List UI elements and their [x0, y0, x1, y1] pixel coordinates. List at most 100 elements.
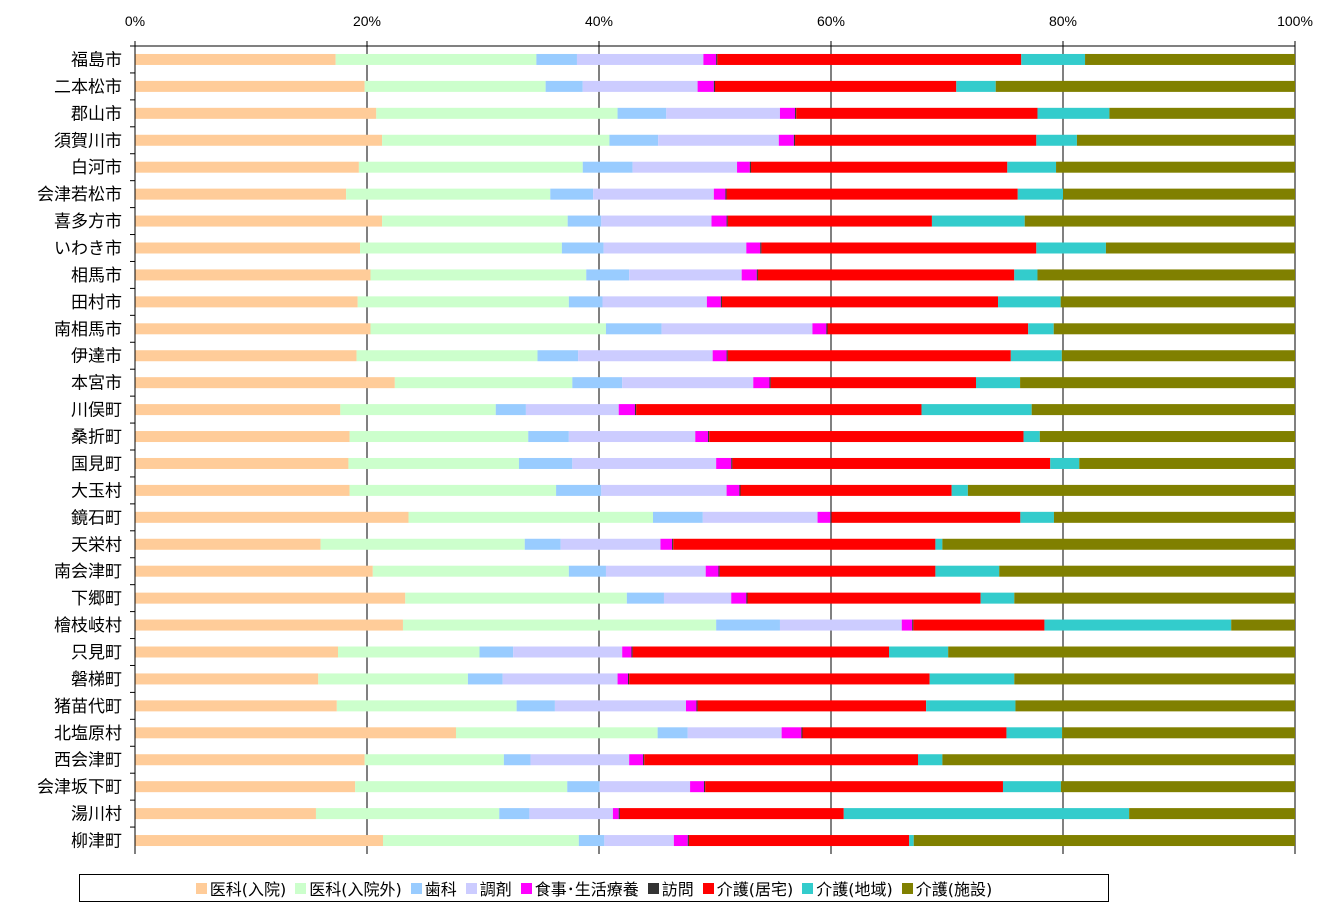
bar-segment — [1007, 161, 1057, 173]
legend-swatch — [195, 882, 207, 894]
legend-swatch — [520, 882, 532, 894]
bar-segment — [572, 377, 623, 389]
bar-segment — [801, 727, 803, 739]
bar-segment — [382, 835, 579, 847]
bar-segment — [455, 727, 658, 739]
bar-segment — [593, 188, 714, 200]
bar-segment — [732, 457, 1051, 469]
bar-segment — [602, 296, 707, 308]
bar-segment — [135, 161, 359, 173]
bar-segment — [976, 377, 1021, 389]
bar-segment — [827, 323, 1029, 335]
legend-item: 介護(地域) — [802, 876, 893, 900]
x-tick-label: 20% — [353, 13, 381, 29]
bar-segment — [826, 323, 828, 335]
bar-segment — [582, 161, 633, 173]
bar-segment — [749, 161, 751, 173]
bar-segment — [1037, 269, 1295, 281]
bar-segment — [370, 269, 587, 281]
bar-segment — [499, 808, 530, 820]
bar-segment — [599, 781, 691, 793]
bar-segment — [135, 53, 336, 65]
bar-segment — [135, 484, 350, 496]
category-label: 川俣町 — [71, 401, 122, 421]
bar-segment — [793, 134, 796, 146]
bar-segment — [658, 134, 779, 146]
bar-segment — [135, 781, 356, 793]
bar-segment — [622, 377, 754, 389]
bar-segment — [716, 53, 718, 65]
category-label: 南相馬市 — [54, 320, 122, 340]
bar-segment — [364, 80, 546, 92]
legend-item: 訪問 — [647, 876, 694, 900]
bar-segment — [358, 161, 583, 173]
bar-segment — [357, 296, 569, 308]
bar-segment — [778, 134, 794, 146]
bar-segment — [1037, 107, 1110, 119]
bar-segment — [135, 511, 409, 523]
bar-segment — [567, 215, 602, 227]
bar-segment — [554, 700, 686, 712]
bar-segment — [1044, 619, 1232, 631]
bar-segment — [560, 538, 661, 550]
axes — [130, 41, 1296, 854]
bar-segment — [726, 215, 728, 227]
bar-segment — [1024, 215, 1295, 227]
bar-segment — [568, 296, 603, 308]
bar-segment — [135, 80, 365, 92]
bar-segment — [843, 808, 1130, 820]
bar-segment — [135, 188, 347, 200]
bar-segment — [135, 134, 383, 146]
bar-segment — [408, 511, 654, 523]
bar-segment — [935, 565, 1000, 577]
bar-segment — [1017, 188, 1063, 200]
legend-item: 医科(入院) — [195, 876, 286, 900]
bar-segment — [632, 646, 889, 658]
bar-segment — [576, 53, 704, 65]
bar-segment — [349, 484, 557, 496]
bar-segment — [370, 323, 606, 335]
bar-segment — [135, 457, 349, 469]
legend-swatch — [410, 882, 422, 894]
bar-segment — [731, 457, 733, 469]
bar-segment — [770, 377, 976, 389]
bar-segment — [135, 727, 456, 739]
bar-segment — [731, 592, 747, 604]
category-label: 相馬市 — [71, 266, 122, 286]
bar-segment — [660, 538, 673, 550]
bar-segment — [605, 565, 706, 577]
category-label: 只見町 — [71, 643, 122, 663]
bar-segment — [740, 484, 952, 496]
x-tick-labels: 0% 20% 40% 60% 80% 100% — [125, 13, 1313, 29]
bar-segment — [716, 619, 780, 631]
legend-swatch — [802, 882, 814, 894]
bar-segment — [831, 511, 1021, 523]
bar-segment — [739, 484, 741, 496]
bar-segment — [622, 646, 632, 658]
bar-segment — [663, 592, 732, 604]
bar-segment — [628, 673, 630, 685]
bar-segment — [727, 215, 932, 227]
bar-segment — [525, 404, 619, 416]
category-label: 南会津町 — [54, 562, 122, 582]
legend-item: 食事･生活療養 — [520, 876, 639, 900]
bar-segment — [1109, 107, 1295, 119]
bar-segment — [1060, 296, 1295, 308]
bar-segment — [586, 269, 630, 281]
bar-segment — [135, 754, 365, 766]
bar-segment — [467, 673, 503, 685]
category-label: 郡山市 — [71, 104, 122, 124]
bar-segment — [561, 242, 604, 254]
bar-segment — [1023, 431, 1040, 443]
category-label: 国見町 — [71, 454, 122, 474]
bar-segment — [909, 835, 914, 847]
bar-segment — [702, 511, 818, 523]
bar-segment — [360, 242, 562, 254]
bar-segment — [713, 188, 726, 200]
bar-segment — [135, 673, 319, 685]
bar-segment — [348, 457, 519, 469]
legend-swatch — [465, 882, 477, 894]
bar-segment — [716, 457, 732, 469]
bar-segment — [929, 673, 1015, 685]
